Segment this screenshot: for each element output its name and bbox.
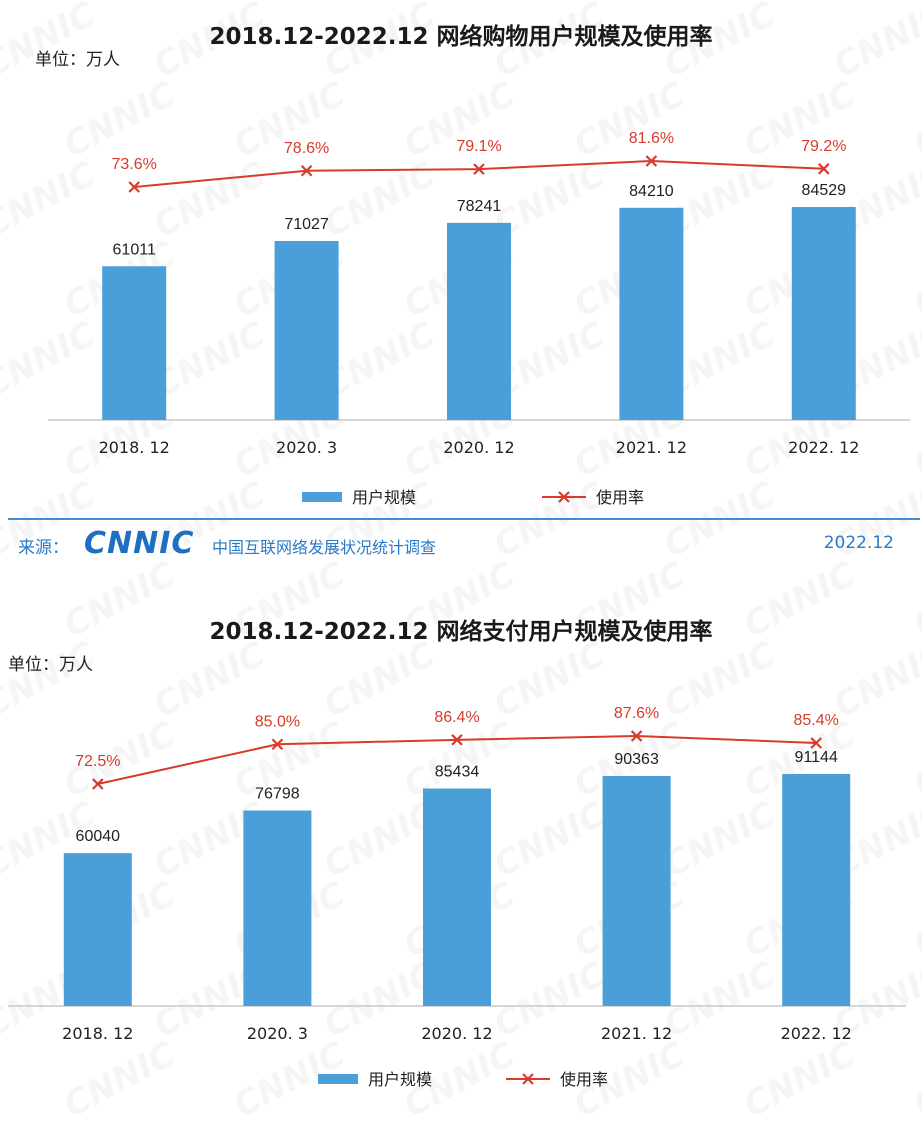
unit-label: 单位：万人 bbox=[8, 655, 93, 675]
bar bbox=[602, 775, 671, 1006]
chart-panel-online-payment: 2018.12-2022.12 网络支付用户规模及使用率 单位：万人 60040… bbox=[0, 580, 922, 1102]
legend-bar-swatch bbox=[302, 492, 342, 502]
rate-value-label: 87.6% bbox=[614, 705, 659, 722]
legend-line-marker bbox=[558, 491, 570, 503]
rate-point-marker bbox=[473, 163, 485, 175]
x-tick-label: 2020. 3 bbox=[247, 1024, 308, 1043]
chart-title: 2018.12-2022.12 网络购物用户规模及使用率 bbox=[209, 24, 713, 50]
legend-line-label: 使用率 bbox=[560, 1070, 608, 1089]
bar bbox=[63, 853, 132, 1006]
x-tick-label: 2022. 12 bbox=[781, 1024, 852, 1043]
rate-point-marker bbox=[451, 734, 463, 746]
rate-point-marker bbox=[300, 164, 313, 177]
chart-panel-online-shopping: 2018.12-2022.12 网络购物用户规模及使用率 单位：万人 61011… bbox=[0, 0, 922, 520]
bar-value-label: 76798 bbox=[255, 786, 300, 803]
source-divider bbox=[8, 518, 920, 520]
bar-value-label: 84529 bbox=[802, 182, 847, 199]
x-tick-label: 2018. 12 bbox=[99, 438, 170, 457]
rate-value-label: 81.6% bbox=[629, 130, 674, 147]
unit-label: 单位：万人 bbox=[35, 50, 120, 70]
legend-bar-swatch bbox=[318, 1074, 358, 1084]
rate-point-marker bbox=[92, 778, 104, 790]
rate-point-marker bbox=[128, 181, 140, 193]
cnnic-logo: CNNIC bbox=[84, 526, 195, 561]
bar bbox=[274, 241, 339, 420]
legend-line-label: 使用率 bbox=[596, 488, 644, 507]
bar-value-label: 90363 bbox=[614, 751, 659, 768]
bar-value-label: 85434 bbox=[435, 764, 480, 781]
source-bar: 来源： CNNIC 中国互联网络发展状况统计调查 2022.12 bbox=[0, 518, 922, 566]
chart-plot-online-payment: 60040 2018. 12 76798 2020. 3 85434 2020. 12 90… bbox=[8, 705, 906, 1089]
x-tick-label: 2021. 12 bbox=[616, 438, 687, 457]
source-org: 中国互联网络发展状况统计调查 bbox=[212, 538, 437, 557]
bar bbox=[447, 222, 511, 420]
bar-value-label: 78241 bbox=[457, 198, 502, 215]
rate-point-marker bbox=[818, 163, 830, 175]
x-tick-label: 2021. 12 bbox=[601, 1024, 672, 1043]
rate-value-label: 79.1% bbox=[456, 138, 501, 155]
bar bbox=[102, 266, 167, 420]
rate-line bbox=[134, 159, 824, 188]
bar-value-label: 60040 bbox=[76, 828, 121, 845]
rate-value-label: 85.0% bbox=[255, 713, 300, 730]
x-tick-label: 2020. 12 bbox=[443, 438, 514, 457]
rate-value-label: 73.6% bbox=[112, 156, 157, 173]
rate-value-label: 86.4% bbox=[434, 709, 479, 726]
bar-value-label: 61011 bbox=[113, 241, 156, 258]
rate-value-label: 72.5% bbox=[75, 753, 120, 770]
rate-point-marker bbox=[630, 730, 643, 742]
x-tick-label: 2018. 12 bbox=[62, 1024, 133, 1043]
rate-point-marker bbox=[271, 738, 284, 751]
bar-value-label: 91144 bbox=[795, 749, 838, 766]
bar-value-label: 84210 bbox=[629, 183, 674, 200]
bar bbox=[782, 774, 851, 1006]
rate-value-label: 78.6% bbox=[284, 140, 329, 157]
x-tick-label: 2020. 3 bbox=[276, 438, 337, 457]
bar bbox=[619, 207, 684, 420]
chart-plot-online-shopping: 61011 2018. 12 71027 2020. 3 78241 2020. 12 84… bbox=[48, 130, 910, 507]
x-tick-label: 2020. 12 bbox=[421, 1024, 492, 1043]
rate-point-marker bbox=[645, 155, 658, 167]
chart-title: 2018.12-2022.12 网络支付用户规模及使用率 bbox=[209, 619, 713, 645]
bar bbox=[791, 207, 856, 420]
source-label: 来源： bbox=[18, 538, 69, 558]
rate-point-marker bbox=[810, 737, 822, 749]
x-tick-label: 2022. 12 bbox=[788, 438, 859, 457]
legend-line-marker bbox=[522, 1073, 534, 1085]
bar-value-label: 71027 bbox=[284, 216, 329, 233]
bar bbox=[423, 788, 491, 1006]
legend-bar-label: 用户规模 bbox=[352, 488, 416, 507]
legend-bar-label: 用户规模 bbox=[368, 1070, 432, 1089]
rate-value-label: 79.2% bbox=[801, 138, 846, 155]
bar bbox=[243, 810, 312, 1006]
rate-value-label: 85.4% bbox=[794, 712, 839, 729]
source-date: 2022.12 bbox=[823, 533, 894, 553]
